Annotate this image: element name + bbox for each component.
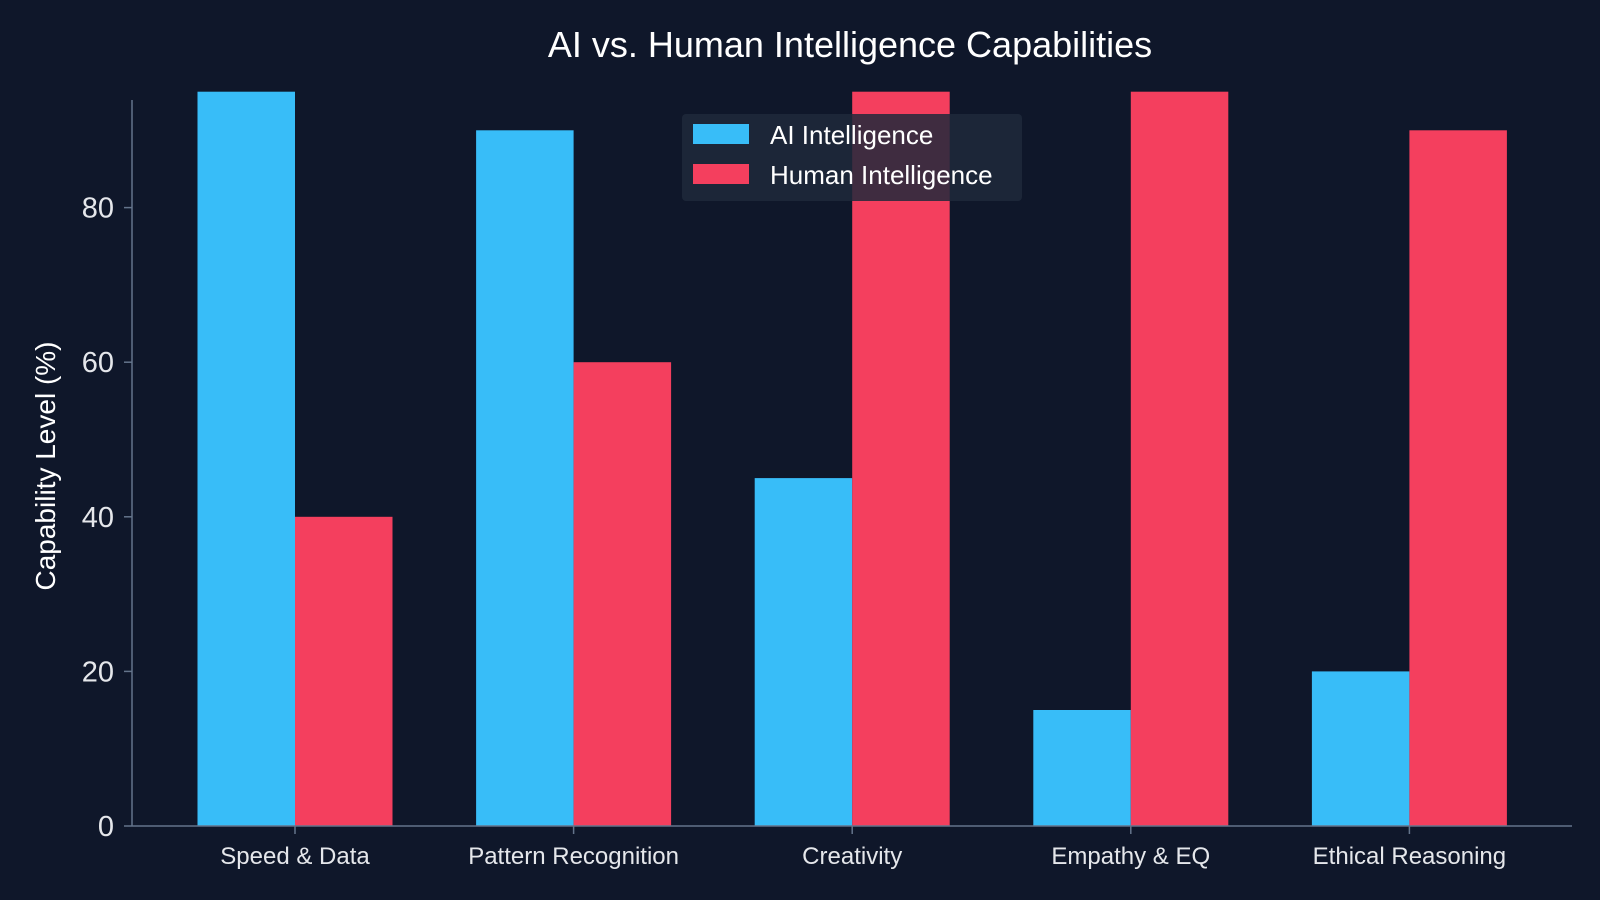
y-tick-label-20: 20: [82, 656, 114, 688]
y-tick-label-40: 40: [82, 502, 114, 534]
y-tick-label-80: 80: [82, 193, 114, 225]
x-tick-label-1: Pattern Recognition: [468, 843, 679, 870]
bar-human-2: [852, 91, 950, 826]
x-tick-label-3: Empathy & EQ: [1051, 843, 1210, 870]
bar-ai-4: [1311, 671, 1410, 826]
x-tick-label-2: Creativity: [802, 843, 902, 870]
legend-background: [682, 114, 1022, 201]
chart-title: AI vs. Human Intelligence Capabilities: [548, 24, 1152, 65]
bar-human-1: [573, 362, 672, 826]
legend-label-ai: AI Intelligence: [770, 120, 933, 150]
bar-ai-3: [1033, 710, 1131, 826]
bar-human-0: [295, 516, 393, 826]
y-axis-label: Capability Level (%): [30, 342, 61, 591]
legend-label-human: Human Intelligence: [770, 160, 993, 190]
y-tick-label-60: 60: [82, 347, 114, 379]
bar-ai-0: [197, 91, 295, 826]
x-tick-label-0: Speed & Data: [220, 843, 370, 870]
axes-group: 0 20 40 60 80 Speed & Data Pattern Recognition…: [82, 100, 1572, 870]
bar-ai-1: [476, 130, 574, 827]
bar-ai-2: [754, 478, 853, 826]
y-tick-label-0: 0: [98, 811, 114, 843]
bars-group: [197, 91, 1507, 827]
legend-swatch-ai: [693, 124, 749, 144]
bar-human-3: [1130, 91, 1229, 826]
legend-swatch-human: [693, 164, 749, 184]
x-tick-label-4: Ethical Reasoning: [1313, 843, 1506, 870]
legend: AI Intelligence Human Intelligence: [682, 114, 1022, 201]
bar-human-4: [1409, 130, 1507, 827]
